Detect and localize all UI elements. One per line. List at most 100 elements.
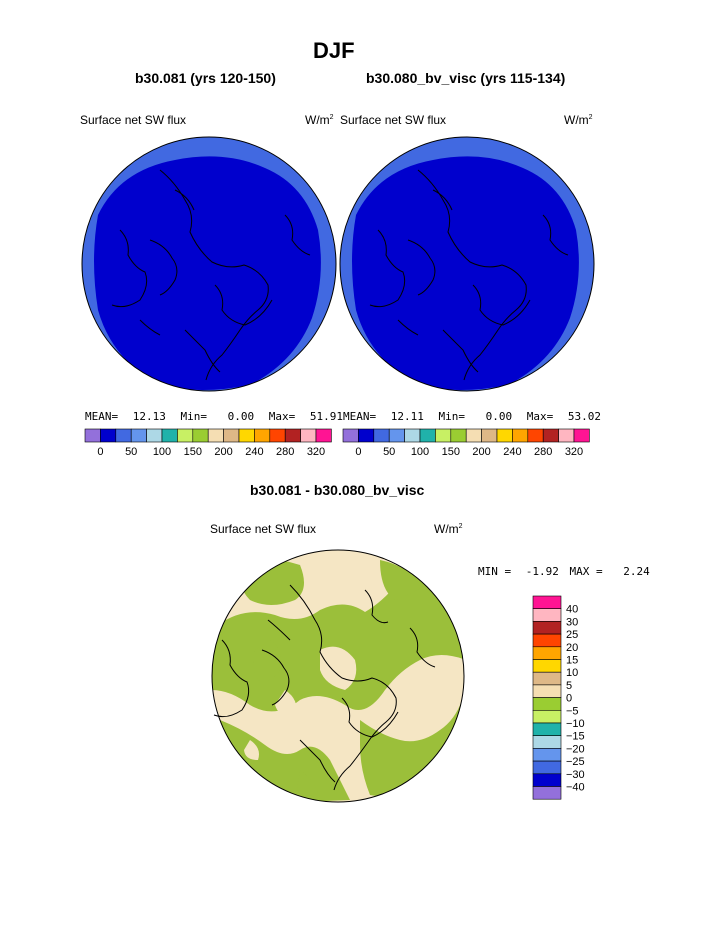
left-cbar-swatch-14	[300, 428, 317, 443]
left-units-exp: 2	[329, 114, 334, 121]
left-cbar-label-2: 100	[153, 446, 171, 458]
left-mean-label: MEAN=	[85, 410, 119, 423]
diff-cbar-label-7: 0	[566, 693, 572, 705]
left-cbar-label-7: 320	[307, 446, 325, 458]
diff-cbar-label-12: −25	[566, 756, 585, 768]
diff-min-label: MIN =	[478, 565, 512, 578]
diff-cbar-label-9: −10	[566, 718, 585, 730]
left-case-title: b30.081 (yrs 120-150)	[135, 70, 276, 86]
right-polar-map	[339, 136, 595, 392]
left-polar-map	[81, 136, 337, 392]
left-max-value: 51.91	[309, 410, 343, 423]
diff-map-border	[211, 549, 465, 803]
right-case-title: b30.080_bv_visc (yrs 115-134)	[366, 70, 566, 86]
diff-cbar-swatch-13	[532, 760, 562, 775]
diff-cbar-label-13: −30	[566, 769, 585, 781]
left-cbar-swatch-7	[192, 428, 209, 443]
right-max-value: 53.02	[567, 410, 601, 423]
left-cbar-swatch-5	[161, 428, 178, 443]
left-cbar-swatch-12	[269, 428, 286, 443]
left-max-label: Max=	[268, 410, 296, 423]
right-cbar-swatch-10	[496, 428, 513, 443]
diff-max-value: 2.24	[623, 565, 650, 578]
left-cbar-swatch-6	[177, 428, 194, 443]
right-cbar-swatch-8	[465, 428, 482, 443]
diff-cbar-swatch-2	[532, 621, 562, 635]
right-units-label: W/m2	[564, 113, 593, 127]
right-cbar-label-0: 0	[355, 446, 361, 458]
right-cbar-label-1: 50	[383, 446, 395, 458]
right-cbar-label-3: 150	[442, 446, 460, 458]
left-cbar-label-4: 200	[214, 446, 232, 458]
diff-units-label: W/m2	[434, 522, 463, 536]
right-cbar-swatch-1	[358, 428, 375, 443]
diff-cbar-swatch-5	[532, 659, 562, 673]
left-cbar-label-1: 50	[125, 446, 137, 458]
diff-min-max: MIN = -1.92 MAX = 2.24	[478, 565, 650, 578]
left-cbar-swatch-8	[207, 428, 224, 443]
right-coastlines	[369, 169, 569, 381]
left-stats: MEAN= 12.13 Min= 0.00 Max= 51.91	[85, 410, 343, 423]
diff-cbar-swatch-15	[532, 786, 562, 800]
right-max-label: Max=	[526, 410, 554, 423]
right-cbar-swatch-3	[388, 428, 405, 443]
right-cbar-swatch-12	[527, 428, 544, 443]
right-cbar-swatch-15	[573, 428, 590, 443]
left-cbar-swatch-13	[284, 428, 301, 443]
diff-max-label: MAX =	[569, 565, 603, 578]
diff-min-value: -1.92	[525, 565, 559, 578]
diff-cbar-swatch-6	[532, 671, 562, 686]
right-min-value: 0.00	[485, 410, 513, 423]
diff-cbar-swatch-3	[532, 633, 562, 648]
right-cbar-label-4: 200	[472, 446, 490, 458]
diff-cbar-label-10: −15	[566, 731, 585, 743]
right-cbar-label-5: 240	[503, 446, 521, 458]
left-cbar-swatch-2	[115, 428, 132, 443]
right-cbar-swatch-13	[542, 428, 559, 443]
diff-coastlines	[213, 584, 436, 791]
right-cbar-swatch-2	[373, 428, 390, 443]
diff-cbar-label-1: 30	[566, 616, 578, 628]
right-cbar-swatch-6	[435, 428, 452, 443]
diff-units-exp: 2	[458, 523, 463, 530]
diff-cbar-swatch-8	[532, 697, 562, 711]
diff-cbar-swatch-1	[532, 608, 562, 622]
right-units: W/m	[564, 113, 589, 127]
difference-polar-map	[211, 549, 465, 803]
left-map-interior	[94, 156, 321, 390]
left-coastlines	[111, 169, 311, 381]
right-field-label: Surface net SW flux	[340, 113, 447, 127]
right-units-exp: 2	[588, 114, 593, 121]
left-cbar-label-3: 150	[184, 446, 202, 458]
left-cbar-label-0: 0	[97, 446, 103, 458]
left-mean-value: 12.13	[132, 410, 166, 423]
right-cbar-swatch-11	[512, 428, 529, 443]
diff-cbar-swatch-4	[532, 646, 562, 660]
left-cbar-swatch-4	[146, 428, 163, 443]
diff-cbar-swatch-10	[532, 722, 562, 736]
right-cbar-swatch-4	[404, 428, 421, 443]
diff-cbar-swatch-0	[532, 595, 562, 609]
left-field-label: Surface net SW flux	[80, 113, 187, 127]
right-cbar-swatch-5	[419, 428, 436, 443]
left-cbar-swatch-1	[100, 428, 117, 443]
diff-cbar-label-3: 20	[566, 642, 578, 654]
right-min-label: Min=	[438, 410, 466, 423]
right-mean-value: 12.11	[390, 410, 424, 423]
diff-cbar-label-0: 40	[566, 604, 578, 616]
right-cbar-label-7: 320	[565, 446, 583, 458]
right-map-interior	[352, 156, 579, 390]
page-title: DJF	[313, 38, 355, 63]
left-cbar-label-5: 240	[245, 446, 263, 458]
right-mean-label: MEAN=	[343, 410, 377, 423]
left-cbar-swatch-10	[238, 428, 255, 443]
diff-cbar-label-6: 5	[566, 680, 572, 692]
left-units: W/m	[305, 113, 330, 127]
right-stats: MEAN= 12.11 Min= 0.00 Max= 53.02	[343, 410, 601, 423]
difference-title: b30.081 - b30.080_bv_visc	[250, 482, 425, 498]
left-cbar-label-6: 280	[276, 446, 294, 458]
diff-cbar-label-14: −40	[566, 782, 585, 794]
diff-cbar-swatch-14	[532, 773, 562, 787]
